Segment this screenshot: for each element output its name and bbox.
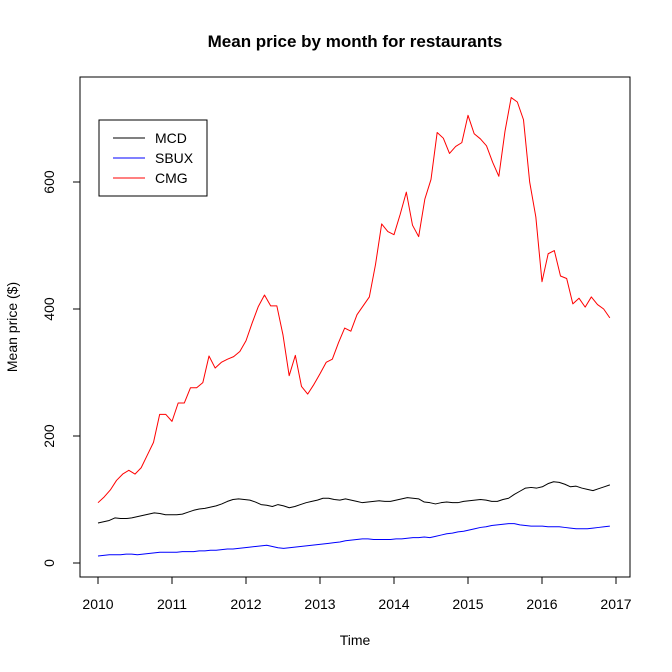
x-tick-label: 2014: [378, 596, 409, 612]
series-lines: [97, 97, 611, 557]
series-line-sbux: [97, 523, 610, 557]
y-tick-label: 200: [41, 424, 57, 448]
x-axis-label: Time: [340, 632, 371, 648]
y-tick-label: 0: [41, 559, 57, 567]
x-tick-label: 2015: [452, 596, 483, 612]
x-tick-label: 2012: [230, 596, 261, 612]
x-tick-label: 2017: [600, 596, 631, 612]
y-axis: 0 200 400 600: [41, 170, 81, 567]
y-axis-label: Mean price ($): [4, 282, 20, 372]
legend: MCD SBUX CMG: [98, 119, 208, 197]
x-tick-label: 2013: [304, 596, 335, 612]
x-tick-label: 2016: [526, 596, 557, 612]
legend-label-mcd: MCD: [155, 130, 187, 146]
x-tick-label: 2011: [157, 596, 187, 612]
chart-title: Mean price by month for restaurants: [208, 32, 503, 51]
series-line-mcd: [97, 481, 611, 524]
y-tick-label: 400: [41, 297, 57, 321]
legend-label-cmg: CMG: [155, 170, 188, 186]
x-axis: 2010 2011 2012 2013 2014 2015 2016 2017: [82, 576, 632, 612]
x-tick-label: 2010: [82, 596, 113, 612]
series-line-cmg: [97, 97, 611, 504]
y-tick-label: 600: [41, 170, 57, 194]
legend-label-sbux: SBUX: [155, 150, 194, 166]
